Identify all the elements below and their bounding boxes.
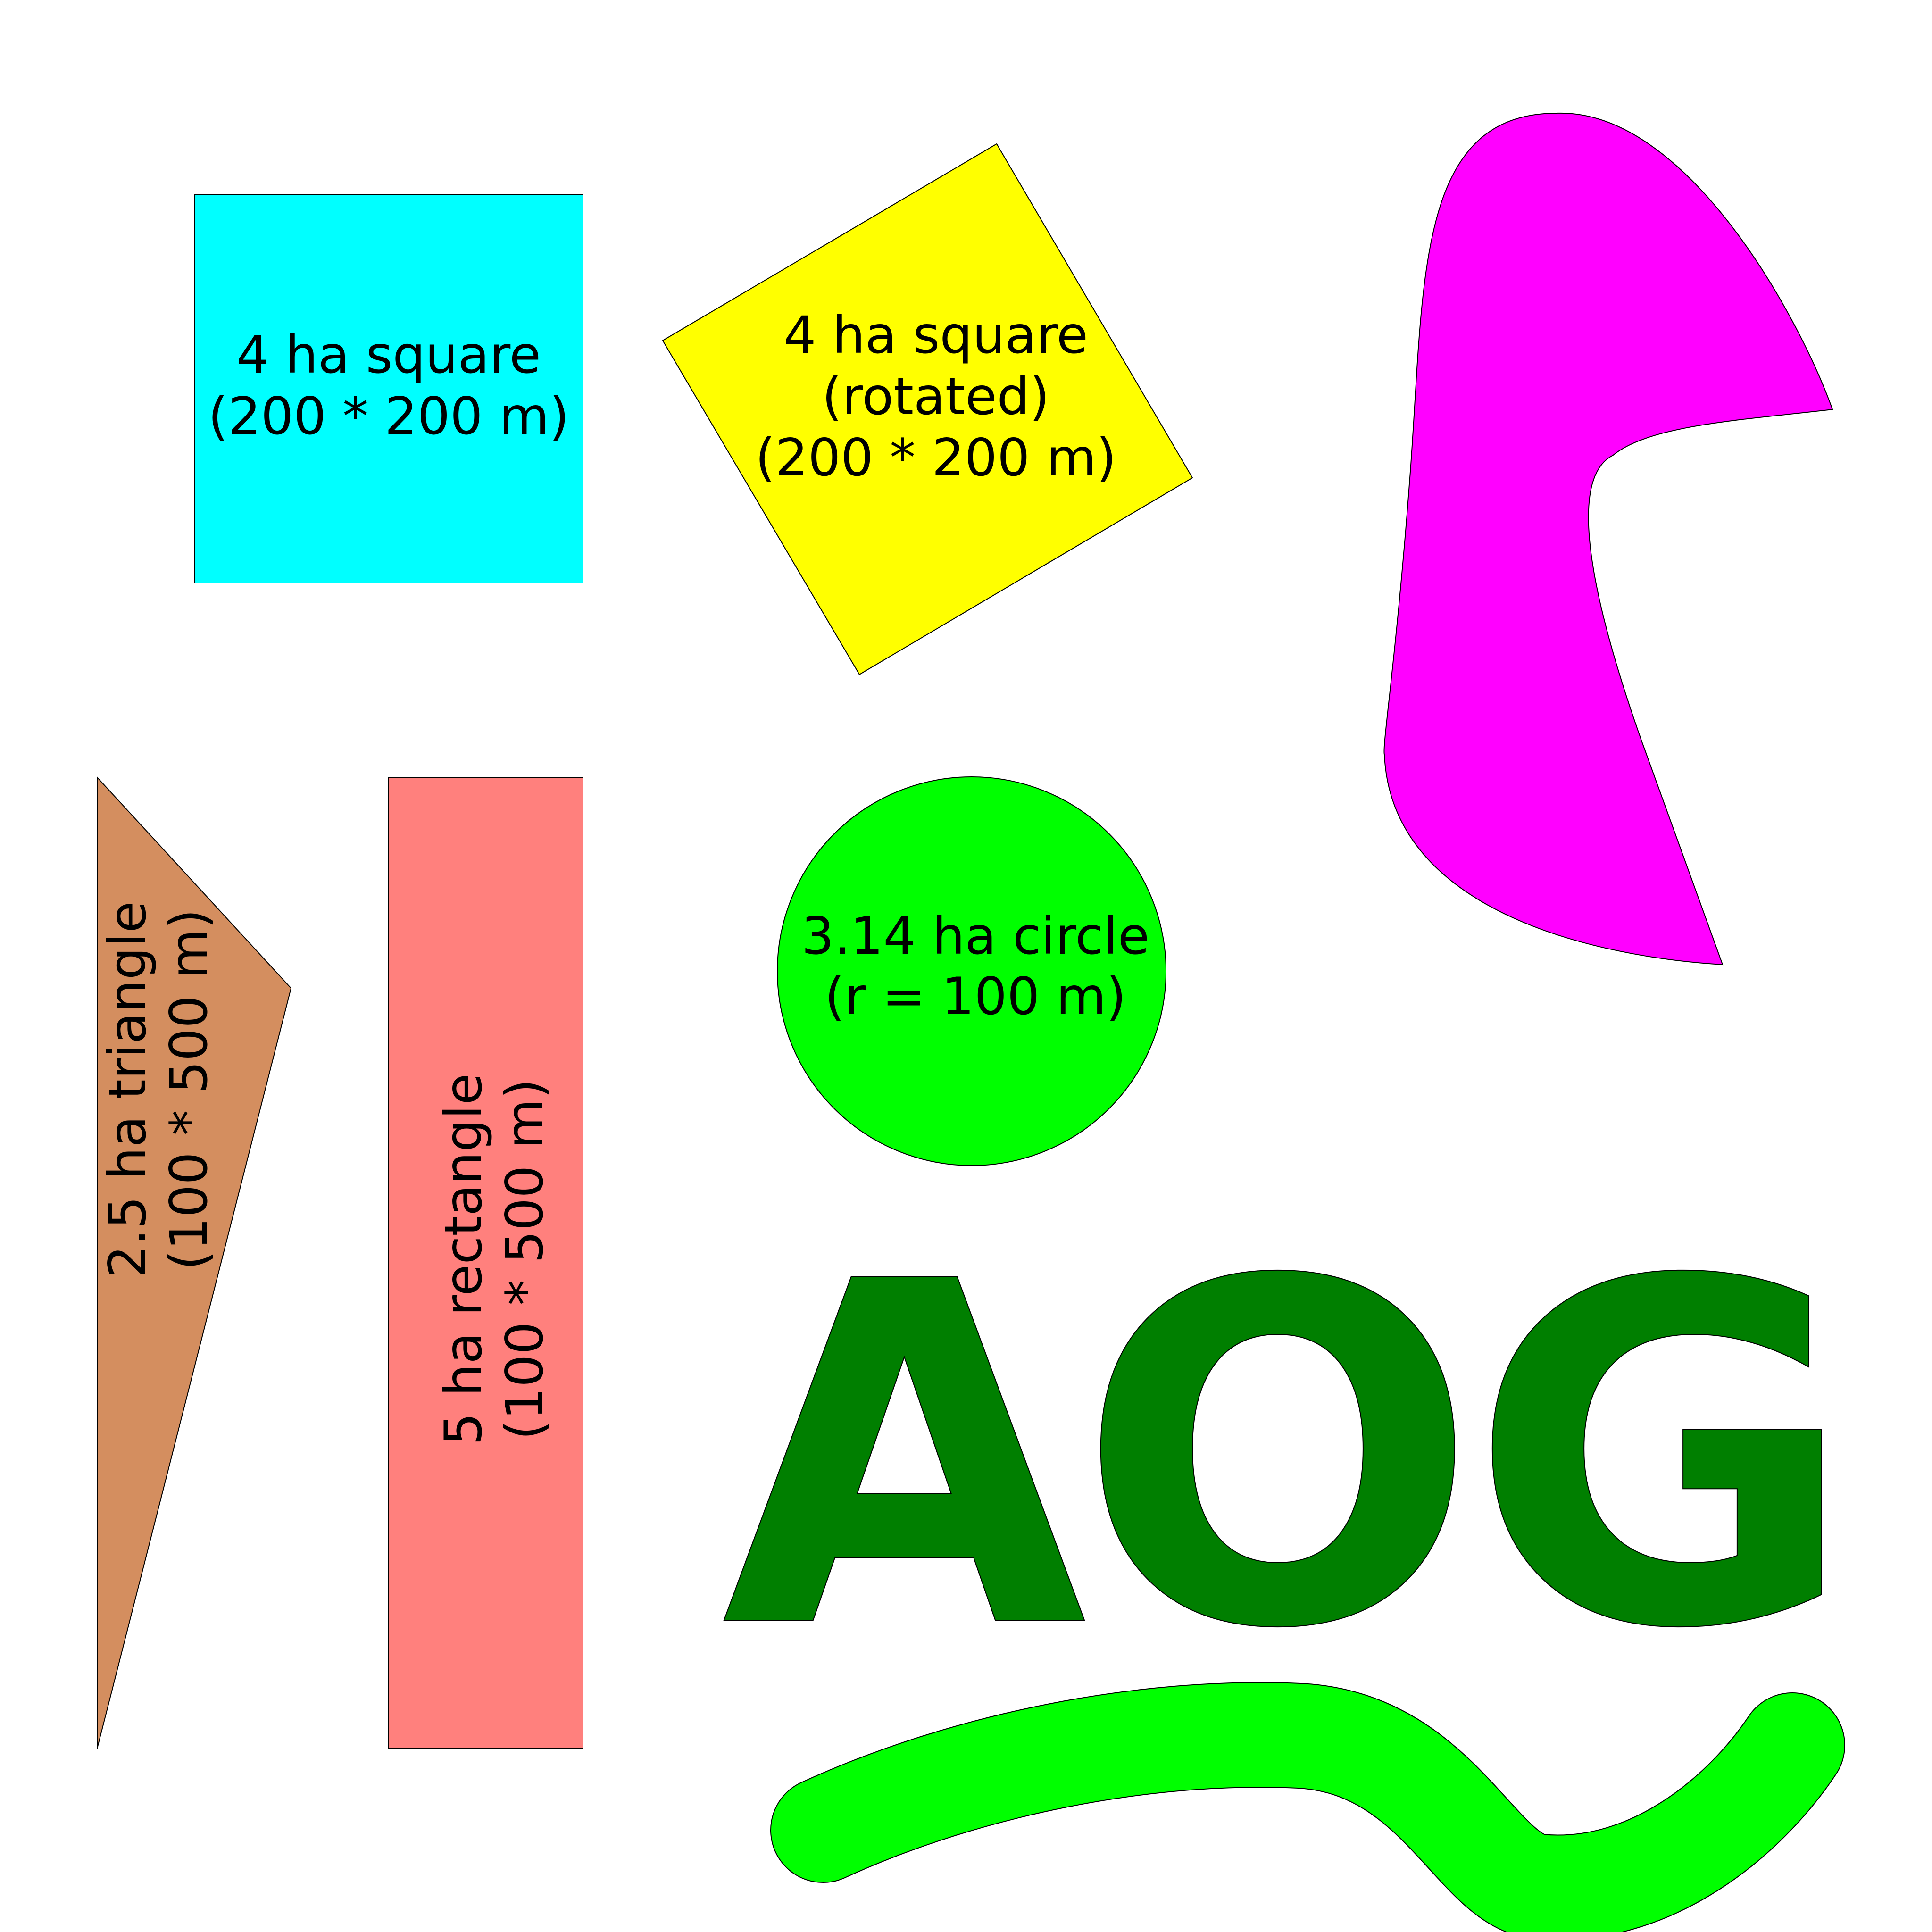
- magenta-blob: [1383, 112, 1833, 966]
- rectangle-label-line2: (100 * 500 m): [495, 1079, 555, 1440]
- green-circle: [777, 776, 1166, 1166]
- rotated-square-label-line3: (200 * 200 m): [755, 428, 1116, 488]
- circle-label-line1: 3.14 ha circle: [801, 906, 1149, 966]
- cyan-square: [194, 194, 583, 583]
- triangle-label-line2: (100 * 500 m): [159, 909, 219, 1270]
- rotated-square-label-line1: 4 ha square: [783, 305, 1088, 365]
- aog-logo-text: AOG: [722, 1183, 1847, 1732]
- square-label-line2: (200 * 200 m): [208, 386, 569, 446]
- square-label-line1: 4 ha square: [236, 325, 541, 385]
- rotated-square-label-line2: (rotated): [822, 366, 1050, 426]
- brown-triangle: [97, 776, 292, 1749]
- rectangle-label-line1: 5 ha rectangle: [433, 1073, 493, 1445]
- yellow-rotated-square: [662, 143, 1193, 675]
- triangle-label-line1: 2.5 ha triangle: [98, 901, 158, 1278]
- green-wave-stroke: [771, 1683, 1844, 1932]
- salmon-rectangle: [388, 777, 583, 1749]
- circle-label-line2: (r = 100 m): [824, 966, 1126, 1026]
